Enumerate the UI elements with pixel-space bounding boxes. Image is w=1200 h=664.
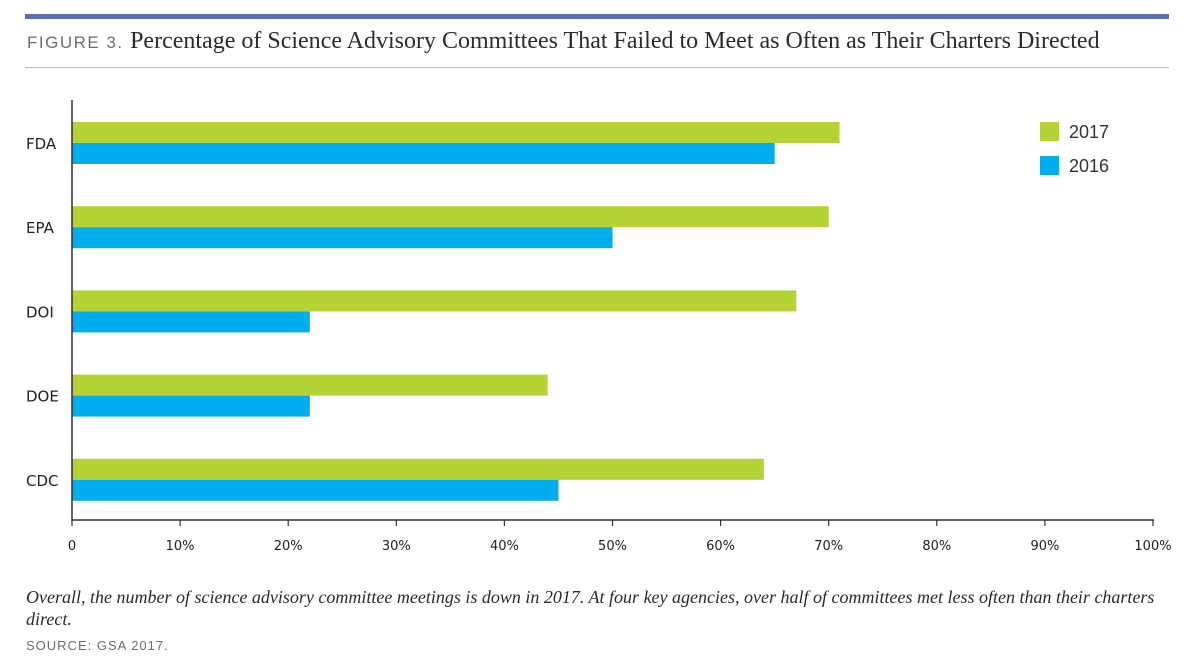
category-label-cdc: CDC [26, 472, 59, 490]
bar-fda-2017 [72, 122, 840, 143]
category-labels: FDA EPA DOI DOE CDC [26, 135, 59, 490]
category-label-fda: FDA [26, 135, 57, 153]
bar-cdc-2017 [72, 458, 764, 480]
legend-label-2016: 2016 [1069, 156, 1109, 176]
bar-epa-2017 [72, 206, 829, 228]
figure-header: FIGURE 3. Percentage of Science Advisory… [27, 28, 1100, 55]
bar-epa-2016 [72, 227, 613, 249]
x-tick-label: 30% [382, 539, 411, 554]
bar-doe-2016 [72, 395, 310, 417]
axes-layer [71, 100, 1154, 526]
x-tick-label: 100% [1134, 539, 1171, 554]
x-tick-label: 10% [166, 539, 195, 554]
x-tick-label: 60% [706, 539, 735, 554]
x-tick-label: 20% [274, 539, 303, 554]
category-label-doe: DOE [26, 388, 59, 406]
legend-swatch-2017 [1040, 122, 1059, 141]
bar-cdc-2016 [72, 479, 559, 501]
x-tick-label: 70% [814, 539, 843, 554]
figure-label: FIGURE 3. [27, 33, 124, 52]
x-tick-label: 50% [598, 539, 627, 554]
header-divider [25, 67, 1169, 68]
top-rule [25, 14, 1169, 19]
category-label-doi: DOI [26, 303, 54, 321]
caption: Overall, the number of science advisory … [26, 587, 1155, 629]
bars-layer [72, 122, 840, 501]
x-tick-label: 0 [68, 539, 76, 554]
bar-fda-2016 [72, 143, 775, 164]
source-note: SOURCE: GSA 2017. [26, 638, 169, 653]
category-label-epa: EPA [26, 219, 55, 237]
tick-labels: 0 10% 20% 30% 40% 50% 60% 70% 80% 90% 100% [68, 539, 1172, 554]
legend-swatch-2016 [1040, 156, 1059, 175]
bar-doi-2016 [72, 311, 310, 333]
bar-doe-2017 [72, 374, 548, 396]
bar-chart: FDA EPA DOI DOE CDC 0 10% 20% 30% 40% 50% 60% 70% 80… [26, 100, 1172, 554]
bar-doi-2017 [72, 290, 797, 312]
x-tick-label: 80% [922, 539, 951, 554]
x-tick-label: 90% [1030, 539, 1059, 554]
x-tick-label: 40% [490, 539, 519, 554]
legend: 2017 2016 [1040, 122, 1109, 176]
figure-title: Percentage of Science Advisory Committee… [130, 28, 1100, 54]
legend-label-2017: 2017 [1069, 122, 1109, 142]
